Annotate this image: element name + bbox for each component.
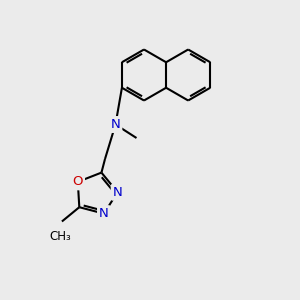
Text: N: N	[99, 207, 109, 220]
Text: N: N	[111, 118, 120, 131]
Text: CH₃: CH₃	[50, 230, 71, 244]
Text: O: O	[73, 176, 83, 188]
Text: N: N	[113, 186, 122, 199]
